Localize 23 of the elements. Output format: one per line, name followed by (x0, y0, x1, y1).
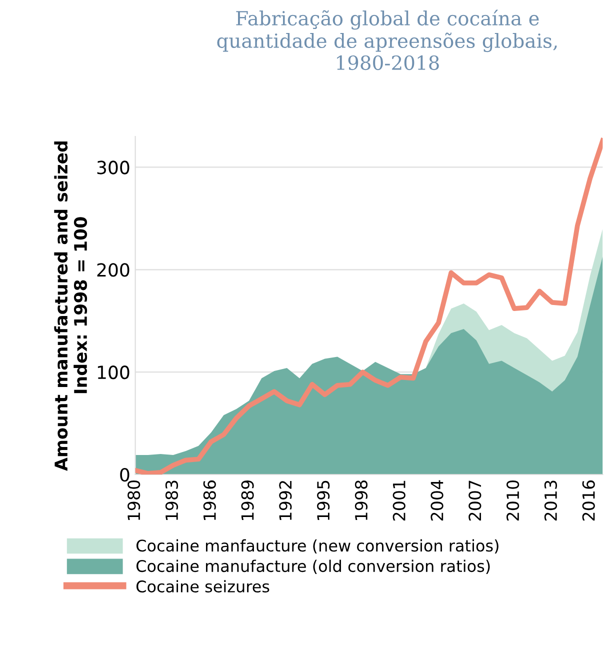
x-tick-label: 1992 (279, 481, 292, 520)
x-tick-label: 1998 (354, 480, 368, 520)
x-tick-label: 1986 (203, 480, 216, 520)
y-tick-label: 200 (97, 263, 130, 277)
x-tick-label: 2004 (430, 480, 444, 521)
legend-label: Cocaine manufacture (old conversion ratios) (136, 560, 490, 574)
legend-label: Cocaine seizures (136, 580, 270, 592)
x-tick-label: 1995 (317, 480, 330, 520)
x-tick-label: 2007 (468, 480, 482, 521)
x-tick-label: 1983 (165, 480, 178, 520)
chart-title: Fabricação global de cocaína e quantidade de apreensões globais, 1980-2018 (217, 10, 557, 70)
y-tick-label: 300 (97, 160, 130, 174)
line-series (135, 138, 603, 474)
x-tick-label: 2016 (582, 480, 595, 521)
y-axis-title: Amount manufactured and seized Index: 1998 = 100 (54, 141, 88, 471)
x-tick-label: 2013 (544, 480, 558, 521)
y-tick-label: 0 (120, 468, 130, 482)
legend-label: Cocaine manfaucture (new conversion ratios) (136, 539, 498, 554)
x-tick-label: 1980 (128, 480, 140, 520)
x-tick-label: 2010 (506, 480, 520, 521)
y-tick-label: 100 (98, 366, 130, 380)
x-tick-label: 1989 (241, 480, 254, 520)
x-tick-label: 2001 (392, 480, 406, 521)
